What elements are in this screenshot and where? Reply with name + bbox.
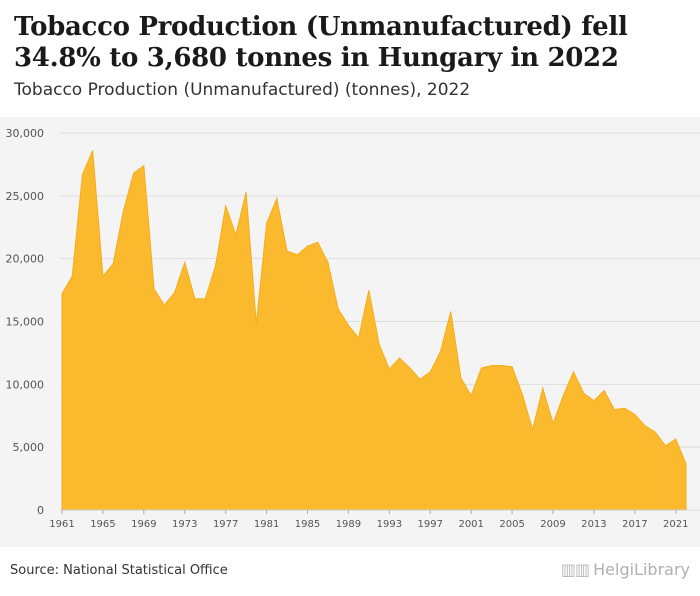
y-tick-label: 15,000 — [6, 316, 45, 329]
chart-panel: 0 5,000 10,000 15,000 20,000 25,000 30,000 1961… — [0, 117, 700, 547]
x-tick-label: 2021 — [663, 519, 688, 530]
y-tick-label: 5,000 — [13, 441, 45, 454]
x-tick-label: 2009 — [540, 519, 565, 530]
x-tick-label: 1965 — [90, 519, 115, 530]
x-tick-label: 1997 — [418, 519, 443, 530]
y-tick-label: 20,000 — [6, 253, 45, 266]
x-tick-label: 1989 — [336, 519, 361, 530]
y-tick-label: 10,000 — [6, 378, 45, 391]
area-series — [61, 150, 687, 511]
y-tick-label: 30,000 — [6, 127, 45, 140]
x-tick-label: 2017 — [622, 519, 647, 530]
x-tick-label: 2005 — [499, 519, 524, 530]
brand-logo: ▥▥ HelgiLibrary — [561, 560, 690, 579]
x-tick-label: 2013 — [581, 519, 606, 530]
x-tick-label: 1993 — [377, 519, 402, 530]
x-tick-label: 1985 — [295, 519, 320, 530]
x-tick-label: 1973 — [172, 519, 197, 530]
brand-name: HelgiLibrary — [593, 560, 690, 579]
chart-title: Tobacco Production (Unmanufactured) fell… — [14, 12, 628, 73]
area-chart: 0 5,000 10,000 15,000 20,000 25,000 30,000 1961… — [6, 127, 700, 530]
x-tick-label: 2001 — [458, 519, 483, 530]
y-tick-label: 25,000 — [6, 190, 45, 203]
x-tick-label: 1981 — [254, 519, 279, 530]
x-tick-label: 1977 — [213, 519, 238, 530]
y-tick-label: 0 — [37, 504, 44, 517]
library-icon: ▥▥ — [560, 560, 590, 579]
chart-subtitle: Tobacco Production (Unmanufactured) (ton… — [14, 80, 471, 100]
source-note: Source: National Statistical Office — [10, 563, 228, 578]
x-tick-label: 1969 — [131, 519, 156, 530]
x-tick-label: 1961 — [49, 519, 74, 530]
